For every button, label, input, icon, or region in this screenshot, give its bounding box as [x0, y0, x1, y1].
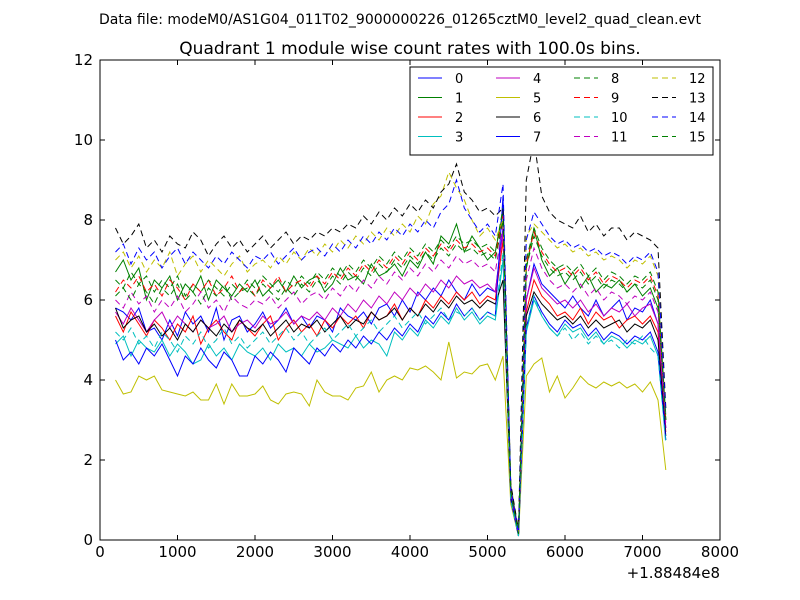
legend-label-10: 10 — [611, 111, 628, 126]
x-tick-label: 4000 — [391, 543, 429, 561]
series-line-13 — [115, 139, 667, 531]
plot-lines — [115, 139, 667, 537]
x-tick-label: 6000 — [546, 543, 584, 561]
series-line-2 — [115, 239, 667, 535]
legend-label-8: 8 — [611, 72, 619, 87]
series-line-6 — [115, 279, 667, 537]
y-tick-label: 12 — [74, 51, 93, 69]
y-tick-label: 6 — [83, 291, 93, 309]
legend-label-2: 2 — [455, 111, 463, 126]
series-line-15 — [115, 219, 667, 535]
x-offset-text: +1.88484e8 — [627, 564, 720, 582]
x-tick-label: 1000 — [158, 543, 196, 561]
x-tick-label: 2000 — [236, 543, 274, 561]
series-line-5 — [115, 341, 667, 537]
legend-label-9: 9 — [611, 92, 619, 107]
series-line-1 — [115, 211, 667, 533]
y-tick-label: 10 — [74, 131, 93, 149]
x-tick-label: 7000 — [623, 543, 661, 561]
y-tick-label: 4 — [83, 371, 93, 389]
series-line-12 — [115, 170, 667, 533]
x-tick-label: 8000 — [701, 543, 739, 561]
series-line-10 — [115, 251, 667, 537]
series-line-9 — [115, 215, 667, 533]
legend-label-6: 6 — [533, 111, 541, 126]
legend-frame — [409, 66, 714, 156]
legend-label-1: 1 — [455, 92, 463, 107]
series-line-0 — [115, 227, 667, 535]
suptitle: Data file: modeM0/AS1G04_011T02_90000002… — [99, 12, 701, 28]
chart-title: Quadrant 1 module wise count rates with … — [179, 39, 640, 59]
legend-label-3: 3 — [455, 131, 463, 146]
legend-label-15: 15 — [689, 131, 706, 146]
y-tick-label: 2 — [83, 451, 93, 469]
x-tick-label: 0 — [95, 543, 105, 561]
x-tick-label: 3000 — [313, 543, 351, 561]
series-line-8 — [115, 207, 667, 533]
legend-label-5: 5 — [533, 92, 541, 107]
legend-label-7: 7 — [533, 131, 541, 146]
x-tick-label: 5000 — [468, 543, 506, 561]
legend-label-14: 14 — [689, 111, 706, 126]
legend-label-11: 11 — [611, 131, 628, 146]
series-line-14 — [115, 178, 667, 533]
legend-label-13: 13 — [689, 92, 706, 107]
series-line-7 — [115, 195, 667, 537]
x-axis: 0 1000 2000 3000 4000 5000 6000 7000 8000 — [95, 60, 739, 561]
y-tick-label: 8 — [83, 211, 93, 229]
legend-label-4: 4 — [533, 72, 541, 87]
legend-label-12: 12 — [689, 72, 706, 87]
series-line-4 — [115, 231, 667, 535]
y-tick-label: 0 — [83, 531, 93, 549]
legend-label-0: 0 — [455, 72, 463, 87]
series-line-3 — [115, 259, 667, 537]
series-line-11 — [115, 223, 667, 535]
